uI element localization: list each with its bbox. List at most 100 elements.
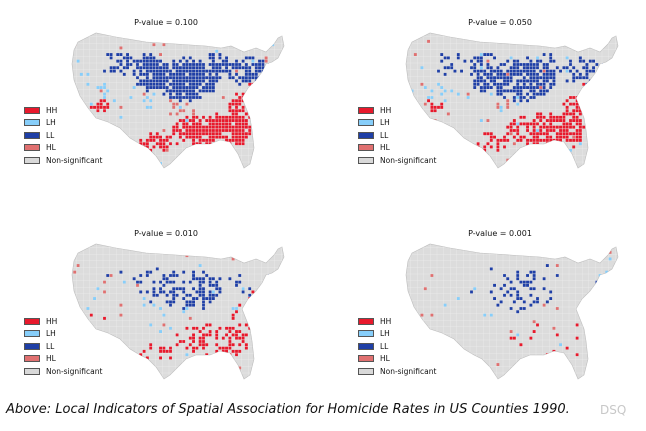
county-cell [496, 69, 500, 73]
county-cell [489, 313, 493, 317]
county-cell [519, 72, 523, 76]
county-cell [536, 132, 539, 136]
county-cell [532, 287, 536, 291]
county-cell [221, 135, 225, 139]
county-cell [178, 99, 182, 103]
county-cell [106, 89, 110, 93]
county-cell [532, 66, 536, 70]
county-cell [264, 69, 268, 73]
county-cell [231, 307, 235, 310]
county-cell [218, 76, 222, 80]
county-cell [244, 310, 248, 314]
county-cell [205, 132, 209, 136]
county-cell [598, 66, 602, 70]
county-cell [192, 69, 195, 73]
county-cell [595, 145, 599, 149]
county-cell [198, 66, 202, 70]
county-cell [559, 343, 562, 347]
county-cell [549, 76, 553, 80]
county-cell [516, 102, 520, 106]
county-cell [112, 66, 116, 70]
county-cell [549, 69, 553, 73]
county-cell [195, 297, 199, 300]
county-cell [509, 66, 513, 70]
county-cell [172, 33, 176, 37]
county-cell [565, 66, 569, 70]
county-cell [238, 96, 242, 99]
legend-item-hh: HH [24, 315, 102, 328]
county-cell [443, 152, 447, 155]
county-cell [205, 323, 209, 327]
legend-label: HH [380, 105, 392, 115]
county-cell [211, 283, 215, 287]
county-cell [479, 56, 483, 60]
county-cell [483, 69, 487, 73]
county-cell [483, 86, 487, 89]
county-cell [145, 76, 149, 80]
county-cell [549, 86, 553, 89]
county-cell [96, 287, 100, 291]
county-cell [188, 119, 192, 122]
county-cell [559, 135, 562, 139]
county-cell [215, 336, 219, 340]
county-cell [516, 69, 520, 73]
county-cell [218, 122, 222, 126]
county-cell [545, 300, 549, 304]
county-cell [165, 349, 169, 353]
county-cell [195, 86, 199, 89]
county-cell [136, 283, 139, 287]
county-cell [512, 69, 516, 73]
county-cell [529, 96, 533, 99]
county-cell [208, 129, 212, 132]
county-cell [575, 135, 579, 139]
county-cell [182, 82, 186, 86]
county-cell [175, 102, 179, 106]
county-cell [126, 63, 129, 66]
county-cell [155, 76, 159, 80]
map-panel-p0010: P-value = 0.010 HH LH LL HL Non-signific… [16, 211, 316, 401]
county-cell [483, 79, 487, 83]
county-cell [555, 119, 559, 122]
county-cell [215, 69, 219, 73]
county-cell [575, 336, 579, 340]
county-cell [178, 340, 182, 343]
county-cell [195, 96, 199, 99]
county-cell [139, 69, 143, 73]
county-cell [605, 82, 609, 86]
county-cell [169, 69, 172, 73]
county-cell [506, 72, 510, 76]
county-cell [244, 66, 248, 70]
county-cell [572, 72, 576, 76]
county-cell [413, 53, 417, 56]
county-cell [271, 43, 275, 47]
county-cell [188, 86, 192, 89]
legend-label: Non-significant [380, 155, 437, 165]
county-cell [522, 115, 526, 119]
county-cell [152, 63, 156, 66]
county-cell [192, 373, 195, 376]
county-cell [208, 119, 212, 122]
county-cell [565, 112, 569, 116]
county-cell [215, 72, 219, 76]
county-cell [493, 82, 496, 86]
county-cell [109, 56, 113, 60]
county-cell [519, 69, 523, 73]
county-cell [195, 142, 199, 146]
county-cell [126, 53, 129, 56]
legend-swatch [358, 317, 374, 325]
county-cell [218, 290, 222, 294]
county-cell [169, 82, 172, 86]
county-cell [231, 138, 235, 142]
county-cell [159, 349, 162, 353]
county-cell [264, 72, 268, 76]
county-cell [142, 142, 146, 146]
county-cell [182, 63, 186, 66]
county-cell [215, 330, 219, 333]
county-cell [476, 142, 480, 146]
county-cell [549, 129, 553, 132]
county-cell [169, 300, 172, 304]
county-cell [450, 63, 454, 66]
county-cell [532, 129, 536, 132]
county-cell [205, 353, 209, 357]
county-cell [231, 129, 235, 132]
